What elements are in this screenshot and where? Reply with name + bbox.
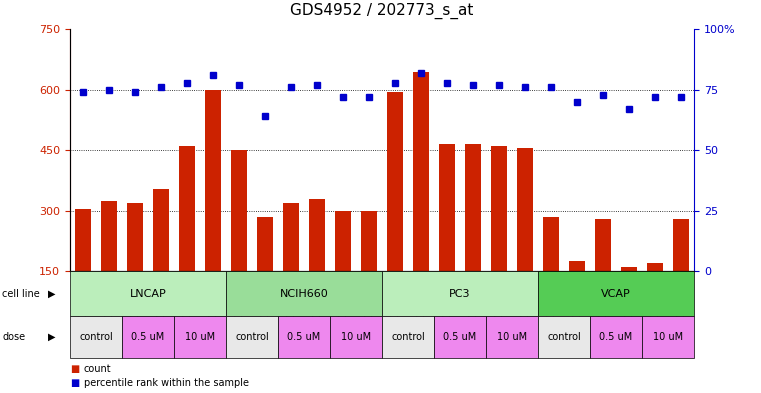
Bar [568, 261, 585, 271]
Bar [226, 271, 382, 316]
Bar [100, 201, 117, 271]
Bar [434, 316, 486, 358]
Text: 10 uM: 10 uM [185, 332, 215, 342]
Text: 10 uM: 10 uM [341, 332, 371, 342]
Bar [278, 316, 330, 358]
Text: PC3: PC3 [449, 289, 471, 299]
Bar [412, 72, 429, 271]
Text: LNCAP: LNCAP [129, 289, 167, 299]
Bar [647, 263, 664, 271]
Bar [387, 92, 403, 271]
Bar [642, 316, 694, 358]
Text: GDS4952 / 202773_s_at: GDS4952 / 202773_s_at [291, 3, 473, 19]
Text: control: control [79, 332, 113, 342]
Bar [70, 271, 226, 316]
Bar [543, 217, 559, 271]
Bar [382, 271, 538, 316]
Bar [335, 211, 352, 271]
Text: 0.5 uM: 0.5 uM [444, 332, 476, 342]
Bar [256, 217, 273, 271]
Bar [75, 209, 91, 271]
Text: ▶: ▶ [48, 289, 56, 299]
Text: ▶: ▶ [48, 332, 56, 342]
Bar [282, 203, 300, 271]
Bar [382, 316, 434, 358]
Bar [122, 316, 174, 358]
Text: NCIH660: NCIH660 [279, 289, 329, 299]
Bar [231, 150, 247, 271]
Bar [152, 189, 170, 271]
Bar [330, 316, 382, 358]
Bar [594, 219, 612, 271]
Bar [361, 211, 377, 271]
Text: ■: ■ [70, 378, 79, 388]
Bar [70, 316, 122, 358]
Bar [205, 90, 221, 271]
Bar [538, 316, 590, 358]
Text: 10 uM: 10 uM [497, 332, 527, 342]
Text: cell line: cell line [2, 289, 40, 299]
Text: ■: ■ [70, 364, 79, 374]
Text: 0.5 uM: 0.5 uM [132, 332, 164, 342]
Bar [438, 144, 456, 271]
Bar [538, 271, 694, 316]
Bar [174, 316, 226, 358]
Text: 0.5 uM: 0.5 uM [600, 332, 632, 342]
Text: control: control [391, 332, 425, 342]
Bar [464, 144, 482, 271]
Bar [590, 316, 642, 358]
Bar [226, 316, 278, 358]
Text: 10 uM: 10 uM [653, 332, 683, 342]
Bar [179, 146, 196, 271]
Text: dose: dose [2, 332, 25, 342]
Bar [126, 204, 144, 271]
Text: percentile rank within the sample: percentile rank within the sample [84, 378, 249, 388]
Bar [308, 198, 326, 271]
Text: count: count [84, 364, 111, 374]
Bar [491, 146, 508, 271]
Bar [517, 148, 533, 271]
Bar [620, 267, 638, 271]
Bar [673, 219, 689, 271]
Text: control: control [235, 332, 269, 342]
Text: 0.5 uM: 0.5 uM [288, 332, 320, 342]
Text: VCAP: VCAP [601, 289, 631, 299]
Text: control: control [547, 332, 581, 342]
Bar [486, 316, 538, 358]
